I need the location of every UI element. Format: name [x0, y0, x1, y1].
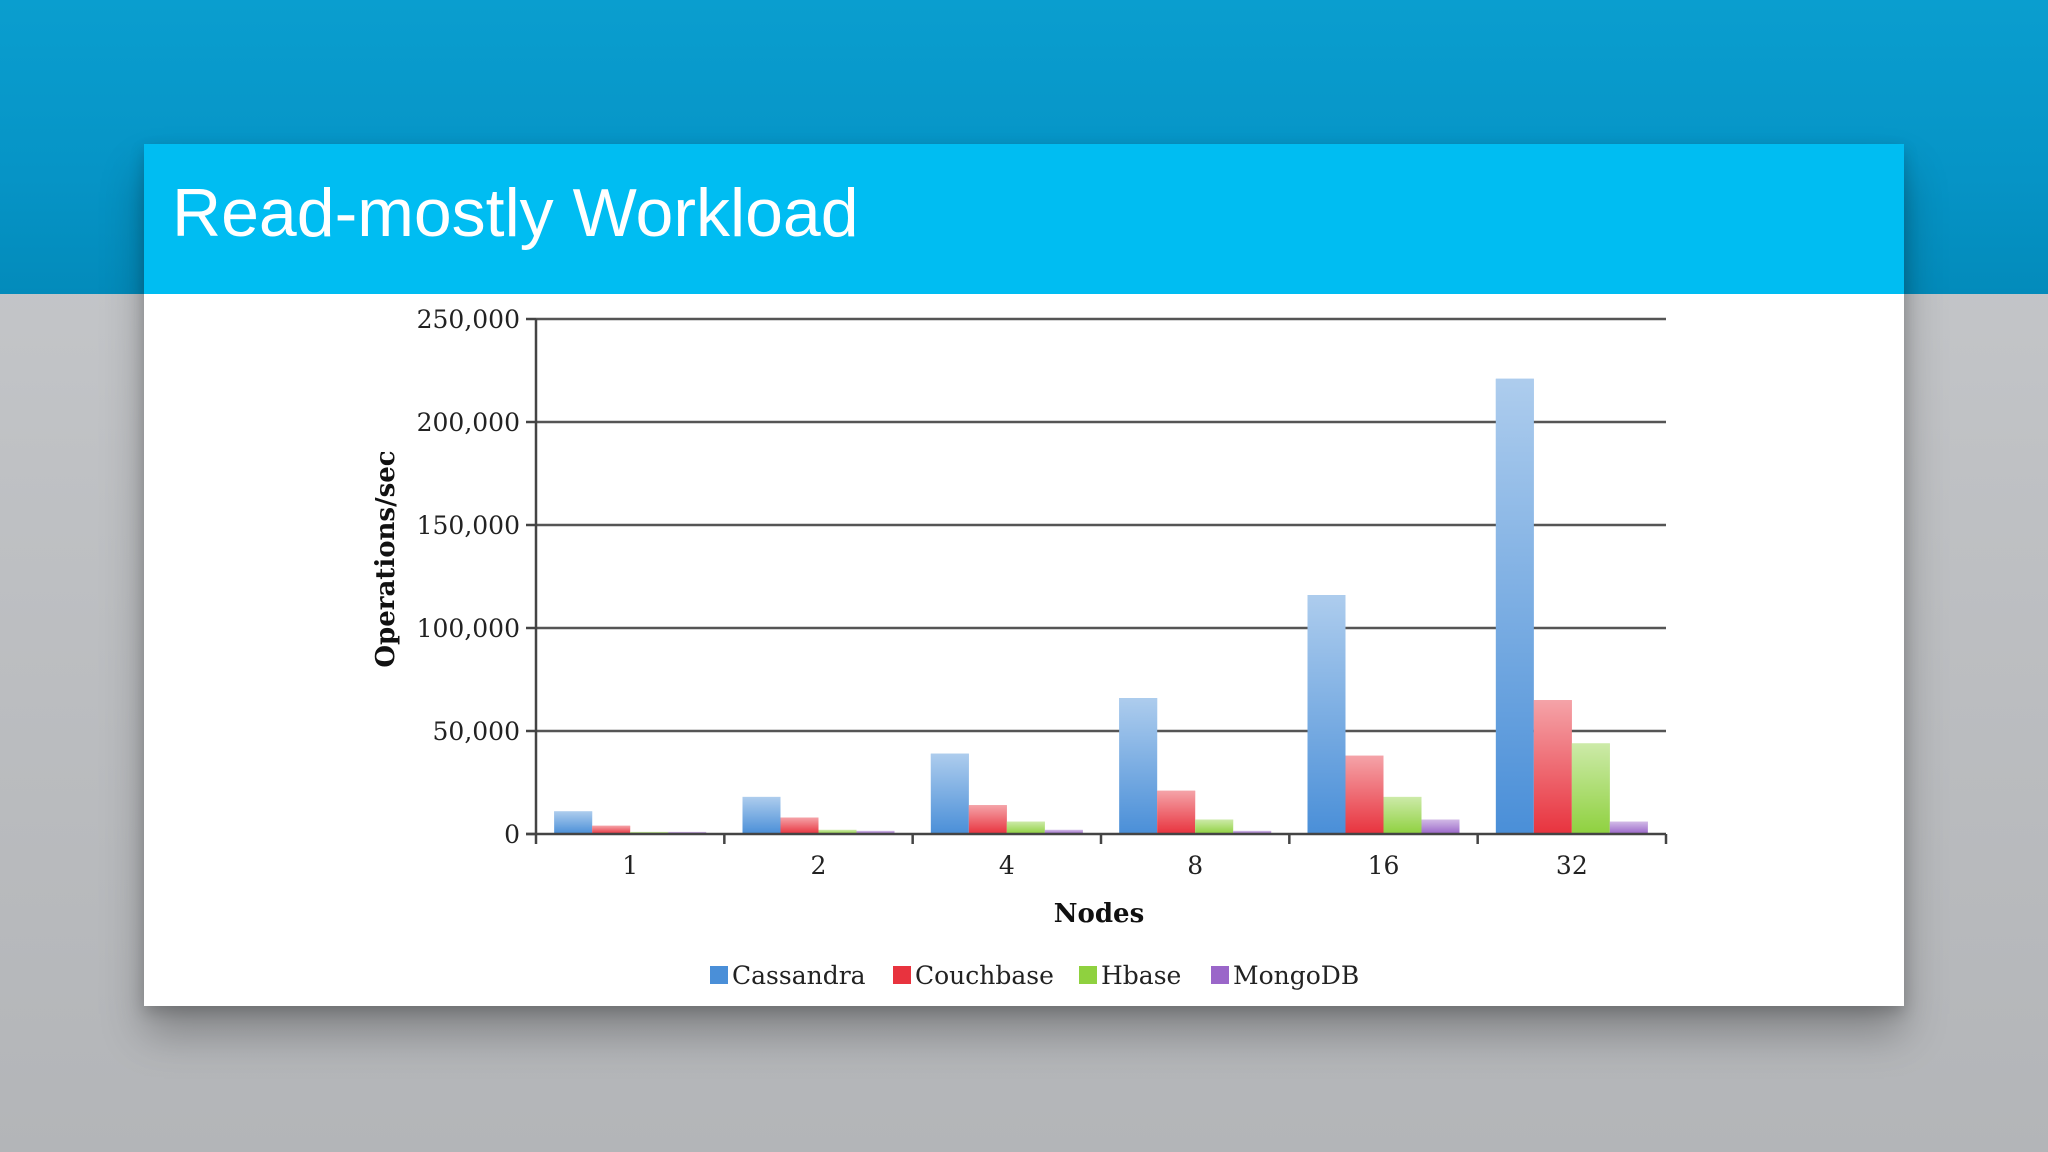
legend: Cassandra Couchbase Hbase MongoDB — [710, 961, 1359, 990]
slide-card: Read-mostly Workload 0 50,000 100,000 150,0… — [144, 144, 1904, 1006]
y-tick-label: 250,000 — [417, 305, 520, 334]
legend-swatch-mongodb — [1211, 966, 1229, 984]
bar-highlight — [1307, 595, 1346, 834]
bar-highlight — [780, 817, 819, 834]
legend-swatch-couchbase — [893, 966, 911, 984]
x-tick-label: 1 — [622, 851, 638, 880]
bar-highlight — [1195, 819, 1234, 834]
bar-highlight — [1421, 819, 1460, 834]
y-tick-label: 150,000 — [417, 511, 520, 540]
legend-label-mongodb: MongoDB — [1233, 961, 1359, 990]
bar-highlight — [1495, 378, 1534, 834]
bar-chart: 0 50,000 100,000 150,000 200,000 250,000 1 2 4 8 1… — [371, 305, 1668, 990]
x-tick-label: 16 — [1368, 851, 1400, 880]
x-tick-label: 4 — [999, 851, 1015, 880]
bar-highlight — [1383, 796, 1422, 834]
y-axis-title: Operations/sec — [371, 450, 401, 667]
bar-highlight — [742, 796, 781, 834]
bar-highlight — [968, 805, 1007, 834]
y-tick-label: 100,000 — [417, 614, 520, 643]
bar-highlight — [592, 825, 631, 834]
axes — [526, 317, 1668, 844]
legend-swatch-hbase — [1079, 966, 1097, 984]
x-tick-label: 8 — [1187, 851, 1203, 880]
bar-highlight — [1006, 821, 1045, 834]
bar-highlight — [1533, 700, 1572, 834]
bar-highlight — [1233, 830, 1272, 834]
bar-highlight — [1609, 821, 1648, 834]
bar-highlight — [1571, 743, 1610, 834]
x-axis-title: Nodes — [1054, 899, 1144, 929]
bars — [554, 378, 1648, 834]
legend-label-cassandra: Cassandra — [732, 961, 866, 990]
title-bar: Read-mostly Workload — [144, 144, 1904, 294]
bar-highlight — [1157, 790, 1196, 834]
legend-label-hbase: Hbase — [1101, 961, 1181, 990]
bar-highlight — [856, 830, 895, 834]
bar-highlight — [818, 829, 857, 834]
bar-highlight — [1044, 829, 1083, 834]
y-tick-label: 200,000 — [417, 408, 520, 437]
bar-highlight — [930, 753, 969, 834]
y-tick-label: 50,000 — [433, 717, 520, 746]
legend-swatch-cassandra — [710, 966, 728, 984]
gridlines — [536, 317, 1666, 733]
bar-highlight — [1119, 698, 1158, 834]
x-tick-label: 2 — [811, 851, 827, 880]
tick-labels: 0 50,000 100,000 150,000 200,000 250,000 1 2 4 8 1… — [417, 305, 1588, 880]
x-tick-label: 32 — [1556, 851, 1588, 880]
slide-title: Read-mostly Workload — [172, 175, 859, 251]
legend-label-couchbase: Couchbase — [915, 961, 1054, 990]
y-tick-label: 0 — [504, 820, 520, 849]
bar-highlight — [1345, 755, 1384, 834]
bar-highlight — [554, 811, 593, 834]
